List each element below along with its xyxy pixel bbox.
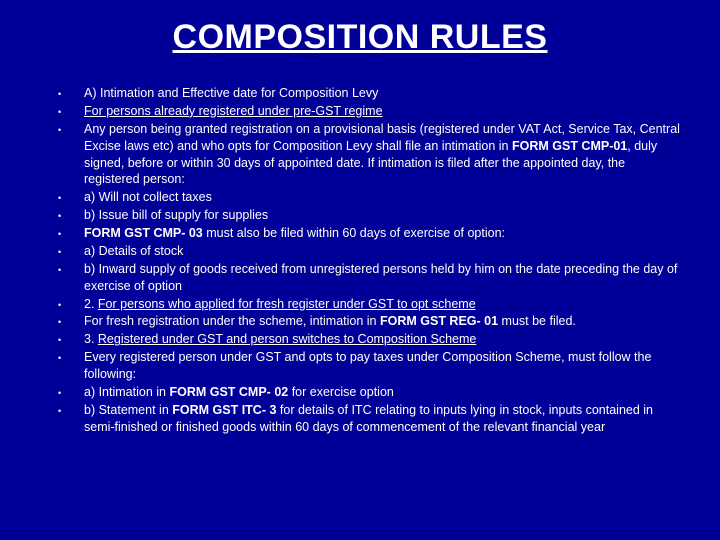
bullet-marker: • xyxy=(58,313,84,328)
slide: COMPOSITION RULES •A) Intimation and Eff… xyxy=(0,0,720,540)
bullet-text: Any person being granted registration on… xyxy=(84,121,680,189)
bullet-text: A) Intimation and Effective date for Com… xyxy=(84,85,680,102)
bullet-marker: • xyxy=(58,121,84,136)
bullet-item: •A) Intimation and Effective date for Co… xyxy=(58,85,680,102)
bullet-item: •Every registered person under GST and o… xyxy=(58,349,680,383)
bullet-item: •3. Registered under GST and person swit… xyxy=(58,331,680,348)
bullet-marker: • xyxy=(58,103,84,118)
bullet-list: •A) Intimation and Effective date for Co… xyxy=(40,85,680,436)
bullet-item: •a) Intimation in FORM GST CMP- 02 for e… xyxy=(58,384,680,401)
bullet-marker: • xyxy=(58,296,84,311)
bullet-text: a) Intimation in FORM GST CMP- 02 for ex… xyxy=(84,384,680,401)
bullet-marker: • xyxy=(58,207,84,222)
bullet-marker: • xyxy=(58,402,84,417)
bullet-item: •For fresh registration under the scheme… xyxy=(58,313,680,330)
bullet-text: b) Inward supply of goods received from … xyxy=(84,261,680,295)
slide-title: COMPOSITION RULES xyxy=(40,18,680,57)
bullet-text: a) Will not collect taxes xyxy=(84,189,680,206)
bullet-text: b) Statement in FORM GST ITC- 3 for deta… xyxy=(84,402,680,436)
bullet-text: a) Details of stock xyxy=(84,243,680,260)
bullet-marker: • xyxy=(58,349,84,364)
bullet-item: •2. For persons who applied for fresh re… xyxy=(58,296,680,313)
bullet-marker: • xyxy=(58,189,84,204)
bullet-item: •FORM GST CMP- 03 must also be filed wit… xyxy=(58,225,680,242)
bullet-item: •b) Issue bill of supply for supplies xyxy=(58,207,680,224)
bullet-text: For persons already registered under pre… xyxy=(84,103,680,120)
bullet-marker: • xyxy=(58,225,84,240)
bullet-marker: • xyxy=(58,384,84,399)
bullet-text: b) Issue bill of supply for supplies xyxy=(84,207,680,224)
bullet-text: 3. Registered under GST and person switc… xyxy=(84,331,680,348)
bullet-marker: • xyxy=(58,331,84,346)
bullet-item: •b) Inward supply of goods received from… xyxy=(58,261,680,295)
bullet-item: •For persons already registered under pr… xyxy=(58,103,680,120)
bullet-text: Every registered person under GST and op… xyxy=(84,349,680,383)
bullet-item: •b) Statement in FORM GST ITC- 3 for det… xyxy=(58,402,680,436)
bullet-text: For fresh registration under the scheme,… xyxy=(84,313,680,330)
bullet-marker: • xyxy=(58,261,84,276)
bullet-text: FORM GST CMP- 03 must also be filed with… xyxy=(84,225,680,242)
bullet-item: •a) Will not collect taxes xyxy=(58,189,680,206)
bullet-text: 2. For persons who applied for fresh reg… xyxy=(84,296,680,313)
bullet-marker: • xyxy=(58,85,84,100)
bullet-item: •a) Details of stock xyxy=(58,243,680,260)
bullet-marker: • xyxy=(58,243,84,258)
bullet-item: •Any person being granted registration o… xyxy=(58,121,680,189)
